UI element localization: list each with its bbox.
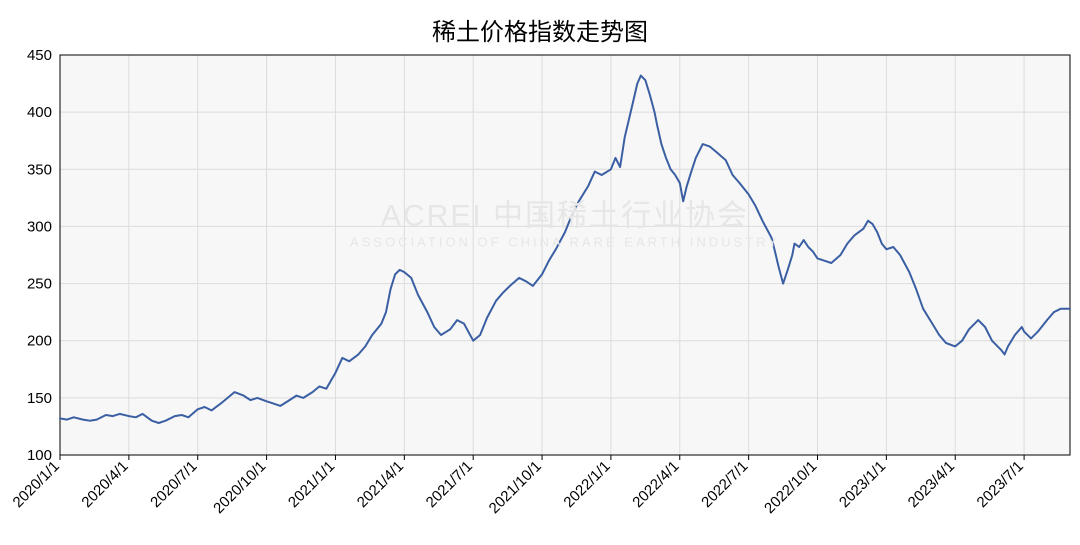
x-tick-label: 2021/1/1: [285, 458, 338, 511]
plot-background: [60, 55, 1070, 455]
x-tick-label: 2023/1/1: [836, 458, 889, 511]
x-tick-label: 2022/10/1: [761, 458, 820, 517]
y-tick-label: 400: [27, 104, 52, 121]
y-tick-label: 150: [27, 390, 52, 407]
x-tick-label: 2023/4/1: [905, 458, 958, 511]
chart-title: 稀土价格指数走势图: [0, 12, 1080, 47]
chart-container: 稀土价格指数走势图 ACREI 中国稀土行业协会 ASSOCIATION OF …: [0, 0, 1080, 545]
x-tick-label: 2021/7/1: [423, 458, 476, 511]
y-tick-label: 450: [27, 47, 52, 64]
x-tick-label: 2021/10/1: [486, 458, 545, 517]
x-tick-label: 2021/4/1: [354, 458, 407, 511]
y-tick-label: 300: [27, 218, 52, 235]
y-tick-label: 250: [27, 276, 52, 293]
chart-svg: 1001502002503003504004502020/1/12020/4/1…: [0, 0, 1080, 545]
x-tick-label: 2020/4/1: [78, 458, 131, 511]
x-tick-label: 2020/10/1: [210, 458, 269, 517]
y-tick-label: 200: [27, 333, 52, 350]
x-tick-label: 2020/7/1: [147, 458, 200, 511]
x-tick-label: 2020/1/1: [10, 458, 63, 511]
x-tick-label: 2023/7/1: [974, 458, 1027, 511]
y-tick-label: 350: [27, 161, 52, 178]
x-tick-label: 2022/4/1: [629, 458, 682, 511]
x-tick-label: 2022/1/1: [560, 458, 613, 511]
x-tick-label: 2022/7/1: [698, 458, 751, 511]
